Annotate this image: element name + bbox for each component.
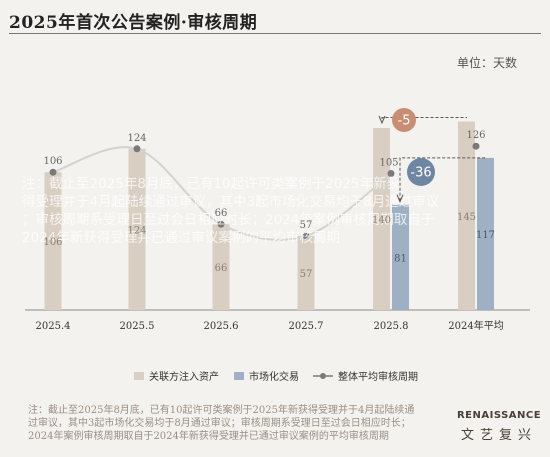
annotation-arrow-1 (381, 117, 467, 119)
bar-value-label: 117 (476, 230, 495, 241)
bar-value-label: 57 (300, 269, 313, 280)
avg-point (387, 170, 395, 177)
x-tick-label: 2025.4 (36, 321, 71, 332)
avg-point (133, 145, 141, 153)
bar-related-party (297, 235, 315, 310)
x-tick-label: 2024年平均 (448, 319, 503, 332)
avg-point-label: 105 (379, 158, 398, 169)
page-title: 2025年首次公告案例·审核周期 (9, 13, 258, 33)
legend-label: 市场化交易 (249, 370, 299, 383)
logo: RENAISSANCE 文艺复兴 (454, 410, 544, 443)
avg-point-label: 57 (300, 220, 313, 231)
annotation-badge-2-label: -36 (410, 166, 431, 181)
bar-related-party (458, 121, 475, 310)
bar-market (477, 157, 494, 310)
x-tick-label: 2025.7 (289, 321, 324, 332)
annotation-badge-1-label: -5 (398, 114, 411, 129)
bar-related-party (212, 224, 230, 310)
avg-point (302, 232, 310, 240)
unit-label: 单位：天数 (456, 56, 517, 70)
bar-value-label: 124 (127, 225, 146, 236)
avg-point (472, 142, 480, 150)
overlay-text-line: 注：截止至2025年8月底，已有10起许可类案例于2025年新获 (22, 175, 400, 192)
legend-label: 整体平均审核周期 (338, 370, 418, 383)
bar-value-label: 81 (394, 253, 407, 264)
annotation-badge-2 (407, 158, 435, 186)
legend-swatch-dot (320, 373, 326, 379)
x-tick-label: 2025.5 (120, 321, 155, 332)
bar-market (392, 204, 409, 310)
bar-value-label: 145 (457, 212, 476, 223)
bar-related-party (373, 128, 390, 310)
annotation-badge-1 (392, 108, 416, 132)
avg-point (49, 168, 57, 176)
x-tick-label: 2025.6 (204, 321, 239, 332)
overlay-text-line: 得受理并于4月起陆续通过审议，其中3起市场化交易均于8月通过审议 (22, 193, 440, 210)
avg-point-label: 124 (127, 133, 146, 144)
logo-text-cn: 文艺复兴 (460, 428, 537, 443)
bar-value-label: 140 (372, 215, 391, 226)
bar-value-label: 66 (215, 263, 228, 274)
legend-swatch (134, 372, 144, 380)
bar-related-party (128, 148, 146, 310)
annotation-arrowhead-2 (396, 194, 404, 203)
x-tick-label: 2025.8 (374, 321, 409, 332)
overlay-text: 注：截止至2025年8月底，已有10起许可类案例于2025年新获得受理并于4月起… (22, 175, 440, 246)
overlay-text-line: 2024年新获得受理并已通过审议案例的平均审核周期 (22, 229, 340, 246)
legend-label: 关联方注入资产 (149, 370, 219, 383)
annotation-arrowhead-1 (378, 115, 386, 125)
logo-text-en: RENAISSANCE (456, 410, 542, 421)
chart: 注：截止至2025年8月底，已有10起许可类案例于2025年新获得受理并于4月起… (22, 108, 530, 383)
annotation-arrow-2 (399, 157, 485, 201)
avg-point-label: 66 (215, 208, 228, 219)
avg-point-label: 126 (466, 130, 485, 141)
bar-related-party (44, 172, 62, 310)
legend-swatch (234, 372, 244, 380)
avg-point (217, 220, 225, 228)
bar-value-label: 106 (43, 237, 62, 248)
overlay-text-line: ；审核周期系受理日至过会日相应时长；2024年案例审核周期取自于 (22, 211, 434, 228)
avg-point-label: 106 (43, 156, 62, 167)
title-divider (9, 33, 541, 34)
footnote: 注：截止至2025年8月底，已有10起许可类案例于2025年新获得受理并于4月起… (28, 405, 415, 442)
